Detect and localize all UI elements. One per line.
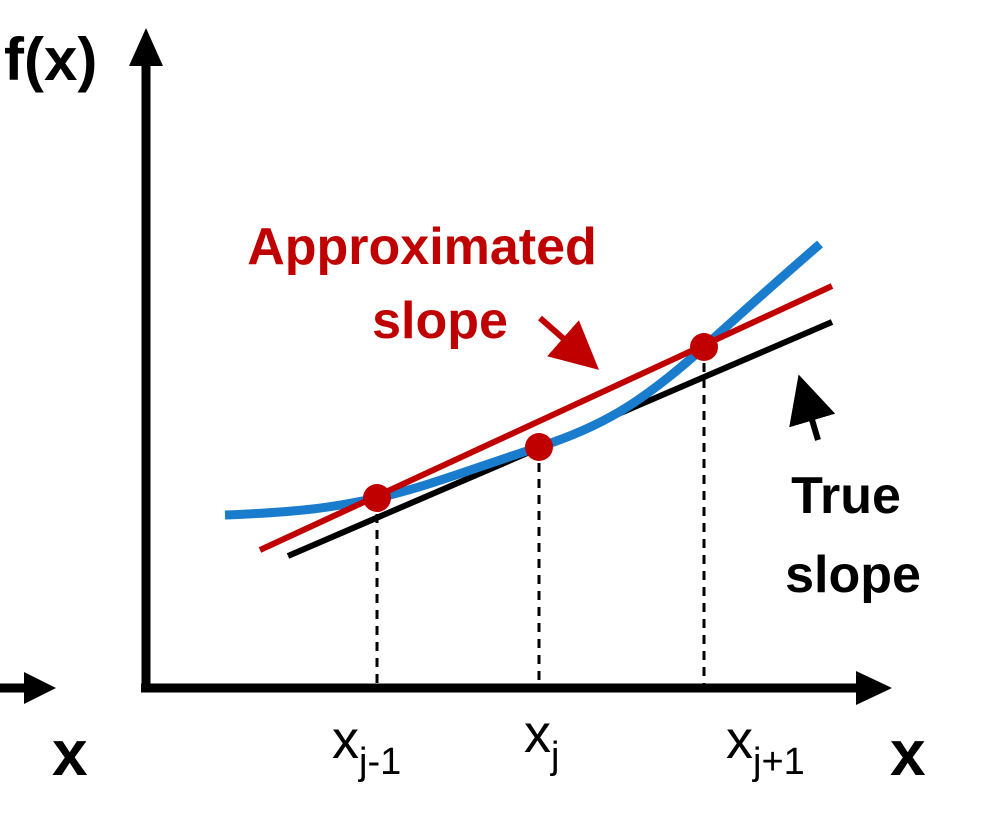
approximated-slope-line: [258, 283, 834, 553]
true-slope-label-line2: slope: [785, 546, 921, 604]
approximated-slope-pointer-arrow: [538, 315, 600, 370]
true-slope-label-line1: True: [791, 467, 901, 525]
tick-label-xj-minus-1: xj-1: [332, 710, 401, 783]
tick-subscript: j-1: [358, 741, 401, 783]
x-axis-label: x: [890, 717, 926, 789]
x-axis: [141, 671, 892, 705]
y-axis-label: f(x): [4, 26, 97, 93]
tick-base: x: [332, 710, 359, 770]
point-xj-minus-1: [363, 484, 391, 512]
tick-base: x: [524, 704, 551, 764]
function-curve: [224, 240, 823, 520]
approximated-slope-label-line2: slope: [372, 292, 508, 350]
approximated-slope-label-line1: Approximated: [247, 218, 597, 276]
true-slope-pointer-arrow: [789, 374, 836, 441]
tick-label-xj-plus-1: xj+1: [726, 710, 805, 783]
tick-subscript: j+1: [752, 741, 805, 783]
tick-subscript: j: [550, 735, 559, 777]
point-xj: [525, 433, 553, 461]
point-xj-plus-1: [690, 333, 718, 361]
tick-label-xj: xj: [524, 704, 559, 777]
tick-base: x: [726, 710, 753, 770]
left-partial-axis-arrow: [0, 672, 56, 704]
y-axis: [129, 28, 163, 690]
left-partial-x-label: x: [52, 717, 88, 789]
